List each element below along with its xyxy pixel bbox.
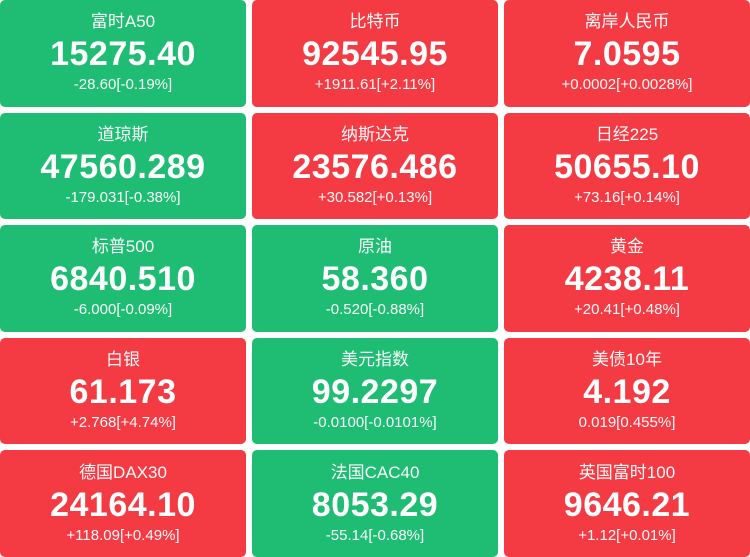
instrument-price: 6840.510 <box>50 260 196 299</box>
instrument-change: -0.0100[-0.0101%] <box>313 414 437 432</box>
instrument-change: +20.41[+0.48%] <box>574 301 680 319</box>
instrument-name: 原油 <box>358 237 392 257</box>
instrument-change: -55.14[-0.68%] <box>325 526 425 544</box>
tile-nikkei-225[interactable]: 日经225 50655.10 +73.16[+0.14%] <box>504 112 750 220</box>
instrument-change: +2.768[+4.74%] <box>70 414 176 432</box>
instrument-price: 61.173 <box>69 373 177 412</box>
instrument-change: -6.000[-0.09%] <box>73 301 173 319</box>
instrument-change: +0.0002[+0.0028%] <box>561 76 693 94</box>
instrument-change: +73.16[+0.14%] <box>574 188 680 206</box>
instrument-name: 德国DAX30 <box>79 462 167 482</box>
instrument-price: 99.2297 <box>311 373 439 412</box>
instrument-name: 美债10年 <box>592 350 662 370</box>
instrument-change: 0.019[0.455%] <box>578 414 676 432</box>
instrument-name: 比特币 <box>349 12 401 32</box>
instrument-change: +118.09[+0.49%] <box>66 526 180 544</box>
instrument-name: 纳斯达克 <box>341 124 409 144</box>
tile-offshore-rmb[interactable]: 离岸人民币 7.0595 +0.0002[+0.0028%] <box>504 0 750 107</box>
instrument-change: -0.520[-0.88%] <box>325 301 425 319</box>
tile-ftse-100[interactable]: 英国富时100 9646.21 +1.12[+0.01%] <box>504 450 750 557</box>
tile-crude-oil[interactable]: 原油 58.360 -0.520[-0.88%] <box>252 225 498 332</box>
instrument-change: +30.582[+0.13%] <box>317 188 433 206</box>
instrument-name: 离岸人民币 <box>584 12 670 32</box>
instrument-price: 50655.10 <box>554 147 700 186</box>
instrument-price: 4238.11 <box>564 260 690 299</box>
instrument-change: -28.60[-0.19%] <box>73 76 173 94</box>
instrument-price: 92545.95 <box>302 35 448 74</box>
instrument-name: 黄金 <box>610 237 644 257</box>
instrument-name: 富时A50 <box>90 12 156 32</box>
tile-usd-index[interactable]: 美元指数 99.2297 -0.0100[-0.0101%] <box>252 337 498 445</box>
instrument-price: 4.192 <box>583 373 671 412</box>
instrument-name: 白银 <box>106 350 140 370</box>
instrument-name: 标普500 <box>91 237 155 257</box>
instrument-price: 8053.29 <box>311 485 439 524</box>
instrument-name: 英国富时100 <box>578 462 676 482</box>
instrument-name: 日经225 <box>595 124 659 144</box>
instrument-name: 美元指数 <box>341 350 409 370</box>
instrument-change: +1.12[+0.01%] <box>578 526 676 544</box>
tile-nasdaq[interactable]: 纳斯达克 23576.486 +30.582[+0.13%] <box>252 112 498 220</box>
instrument-price: 23576.486 <box>292 147 458 186</box>
tile-ftse-a50[interactable]: 富时A50 15275.40 -28.60[-0.19%] <box>0 0 246 107</box>
instrument-price: 7.0595 <box>573 35 681 74</box>
instrument-price: 58.360 <box>321 260 429 299</box>
instrument-price: 15275.40 <box>50 35 196 74</box>
instrument-price: 9646.21 <box>563 485 691 524</box>
tile-silver[interactable]: 白银 61.173 +2.768[+4.74%] <box>0 337 246 445</box>
tile-dow-jones[interactable]: 道琼斯 47560.289 -179.031[-0.38%] <box>0 112 246 220</box>
instrument-price: 47560.289 <box>40 147 206 186</box>
tile-sp-500[interactable]: 标普500 6840.510 -6.000[-0.09%] <box>0 225 246 332</box>
tile-dax-30[interactable]: 德国DAX30 24164.10 +118.09[+0.49%] <box>0 450 246 557</box>
tile-gold[interactable]: 黄金 4238.11 +20.41[+0.48%] <box>504 225 750 332</box>
tile-cac-40[interactable]: 法国CAC40 8053.29 -55.14[-0.68%] <box>252 450 498 557</box>
instrument-price: 24164.10 <box>50 485 196 524</box>
instrument-name: 道琼斯 <box>97 124 149 144</box>
tile-bitcoin[interactable]: 比特币 92545.95 +1911.61[+2.11%] <box>252 0 498 107</box>
instrument-change: +1911.61[+2.11%] <box>314 76 436 94</box>
instrument-name: 法国CAC40 <box>330 462 420 482</box>
instrument-change: -179.031[-0.38%] <box>65 188 181 206</box>
tile-us-treasury-10y[interactable]: 美债10年 4.192 0.019[0.455%] <box>504 337 750 445</box>
